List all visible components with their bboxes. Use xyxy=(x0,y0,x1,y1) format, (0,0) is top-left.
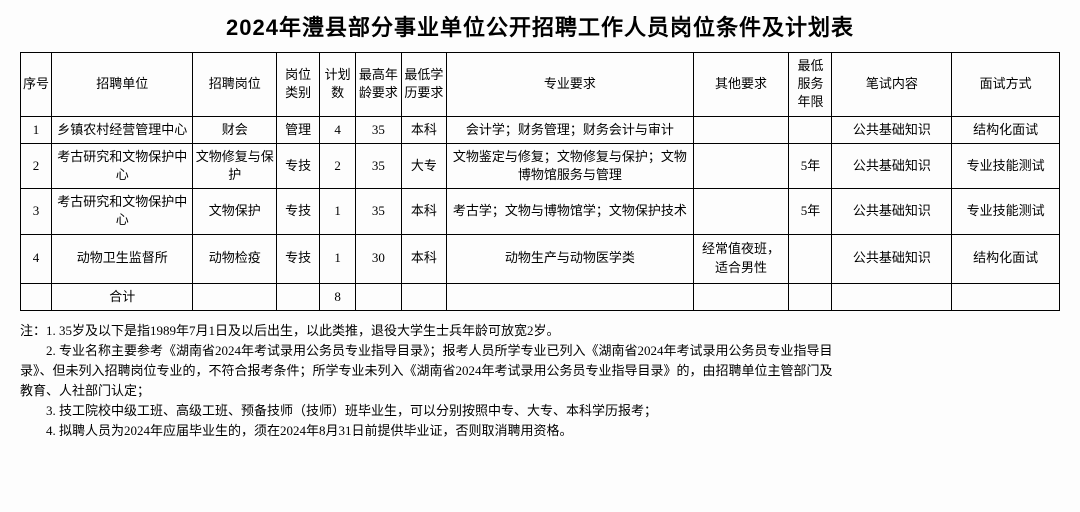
cell-edu: 大专 xyxy=(401,143,446,188)
cell-category: 专技 xyxy=(277,234,320,283)
cell-major: 会计学；财务管理；财务会计与审计 xyxy=(447,116,694,143)
cell-exam: 公共基础知识 xyxy=(832,116,952,143)
note-1: 1. 35岁及以下是指1989年7月1日及以后出生，以此类推，退役大学生士兵年龄… xyxy=(46,323,560,338)
cell-empty xyxy=(277,283,320,310)
cell-empty xyxy=(21,283,52,310)
th-seq: 序号 xyxy=(21,53,52,117)
table-header-row: 序号 招聘单位 招聘岗位 岗位类别 计划数 最高年龄要求 最低学历要求 专业要求… xyxy=(21,53,1060,117)
note-line: 4. 拟聘人员为2024年应届毕业生的，须在2024年8月31日前提供毕业证，否… xyxy=(20,421,1060,441)
cell-major: 考古学；文物与博物馆学；文物保护技术 xyxy=(447,189,694,234)
th-major: 专业要求 xyxy=(447,53,694,117)
cell-age: 35 xyxy=(356,189,401,234)
cell-empty xyxy=(193,283,277,310)
cell-interview: 结构化面试 xyxy=(952,116,1060,143)
cell-service: 5年 xyxy=(789,189,832,234)
cell-other: 经常值夜班，适合男性 xyxy=(693,234,789,283)
cell-total-plan: 8 xyxy=(320,283,356,310)
note-line: 教育、人社部门认定； xyxy=(20,381,1060,401)
cell-empty xyxy=(401,283,446,310)
recruitment-table: 序号 招聘单位 招聘岗位 岗位类别 计划数 最高年龄要求 最低学历要求 专业要求… xyxy=(20,52,1060,311)
cell-plan: 4 xyxy=(320,116,356,143)
cell-exam: 公共基础知识 xyxy=(832,143,952,188)
cell-unit: 考古研究和文物保护中心 xyxy=(52,189,193,234)
cell-edu: 本科 xyxy=(401,189,446,234)
cell-plan: 1 xyxy=(320,189,356,234)
cell-empty xyxy=(789,283,832,310)
cell-interview: 结构化面试 xyxy=(952,234,1060,283)
table-row: 1 乡镇农村经营管理中心 财会 管理 4 35 本科 会计学；财务管理；财务会计… xyxy=(21,116,1060,143)
cell-unit: 乡镇农村经营管理中心 xyxy=(52,116,193,143)
cell-service xyxy=(789,234,832,283)
cell-age: 35 xyxy=(356,116,401,143)
th-edu: 最低学历要求 xyxy=(401,53,446,117)
page-title: 2024年澧县部分事业单位公开招聘工作人员岗位条件及计划表 xyxy=(10,10,1070,42)
cell-empty xyxy=(693,283,789,310)
cell-post: 文物保护 xyxy=(193,189,277,234)
notes-label: 注： xyxy=(20,323,46,338)
cell-seq: 3 xyxy=(21,189,52,234)
cell-service xyxy=(789,116,832,143)
cell-post: 动物检疫 xyxy=(193,234,277,283)
note-line: 2. 专业名称主要参考《湖南省2024年考试录用公务员专业指导目录》；报考人员所… xyxy=(20,341,1060,361)
cell-empty xyxy=(832,283,952,310)
cell-plan: 2 xyxy=(320,143,356,188)
cell-seq: 4 xyxy=(21,234,52,283)
cell-empty xyxy=(952,283,1060,310)
cell-seq: 2 xyxy=(21,143,52,188)
th-post: 招聘岗位 xyxy=(193,53,277,117)
th-other: 其他要求 xyxy=(693,53,789,117)
cell-service: 5年 xyxy=(789,143,832,188)
cell-category: 专技 xyxy=(277,189,320,234)
cell-total-label: 合计 xyxy=(52,283,193,310)
cell-interview: 专业技能测试 xyxy=(952,189,1060,234)
cell-other xyxy=(693,143,789,188)
cell-age: 30 xyxy=(356,234,401,283)
document-page: 2024年澧县部分事业单位公开招聘工作人员岗位条件及计划表 序号 招聘单位 招聘… xyxy=(0,0,1080,442)
note-line: 录》、但未列入招聘岗位专业的，不符合报考条件；所学专业未列入《湖南省2024年考… xyxy=(20,361,1060,381)
cell-exam: 公共基础知识 xyxy=(832,234,952,283)
cell-age: 35 xyxy=(356,143,401,188)
th-unit: 招聘单位 xyxy=(52,53,193,117)
cell-post: 财会 xyxy=(193,116,277,143)
cell-other xyxy=(693,116,789,143)
cell-major: 文物鉴定与修复；文物修复与保护；文物博物馆服务与管理 xyxy=(447,143,694,188)
cell-exam: 公共基础知识 xyxy=(832,189,952,234)
th-exam: 笔试内容 xyxy=(832,53,952,117)
th-plan: 计划数 xyxy=(320,53,356,117)
th-interview: 面试方式 xyxy=(952,53,1060,117)
note-line: 注：1. 35岁及以下是指1989年7月1日及以后出生，以此类推，退役大学生士兵… xyxy=(20,321,1060,341)
cell-other xyxy=(693,189,789,234)
table-row: 2 考古研究和文物保护中心 文物修复与保护 专技 2 35 大专 文物鉴定与修复… xyxy=(21,143,1060,188)
cell-interview: 专业技能测试 xyxy=(952,143,1060,188)
cell-unit: 考古研究和文物保护中心 xyxy=(52,143,193,188)
th-category: 岗位类别 xyxy=(277,53,320,117)
cell-unit: 动物卫生监督所 xyxy=(52,234,193,283)
note-line: 3. 技工院校中级工班、高级工班、预备技师（技师）班毕业生，可以分别按照中专、大… xyxy=(20,401,1060,421)
cell-category: 专技 xyxy=(277,143,320,188)
cell-major: 动物生产与动物医学类 xyxy=(447,234,694,283)
table-total-row: 合计 8 xyxy=(21,283,1060,310)
cell-plan: 1 xyxy=(320,234,356,283)
cell-seq: 1 xyxy=(21,116,52,143)
cell-edu: 本科 xyxy=(401,234,446,283)
notes-block: 注：1. 35岁及以下是指1989年7月1日及以后出生，以此类推，退役大学生士兵… xyxy=(20,321,1060,442)
cell-empty xyxy=(356,283,401,310)
table-row: 4 动物卫生监督所 动物检疫 专技 1 30 本科 动物生产与动物医学类 经常值… xyxy=(21,234,1060,283)
th-age: 最高年龄要求 xyxy=(356,53,401,117)
cell-post: 文物修复与保护 xyxy=(193,143,277,188)
cell-category: 管理 xyxy=(277,116,320,143)
table-row: 3 考古研究和文物保护中心 文物保护 专技 1 35 本科 考古学；文物与博物馆… xyxy=(21,189,1060,234)
cell-edu: 本科 xyxy=(401,116,446,143)
cell-empty xyxy=(447,283,694,310)
th-service: 最低服务年限 xyxy=(789,53,832,117)
